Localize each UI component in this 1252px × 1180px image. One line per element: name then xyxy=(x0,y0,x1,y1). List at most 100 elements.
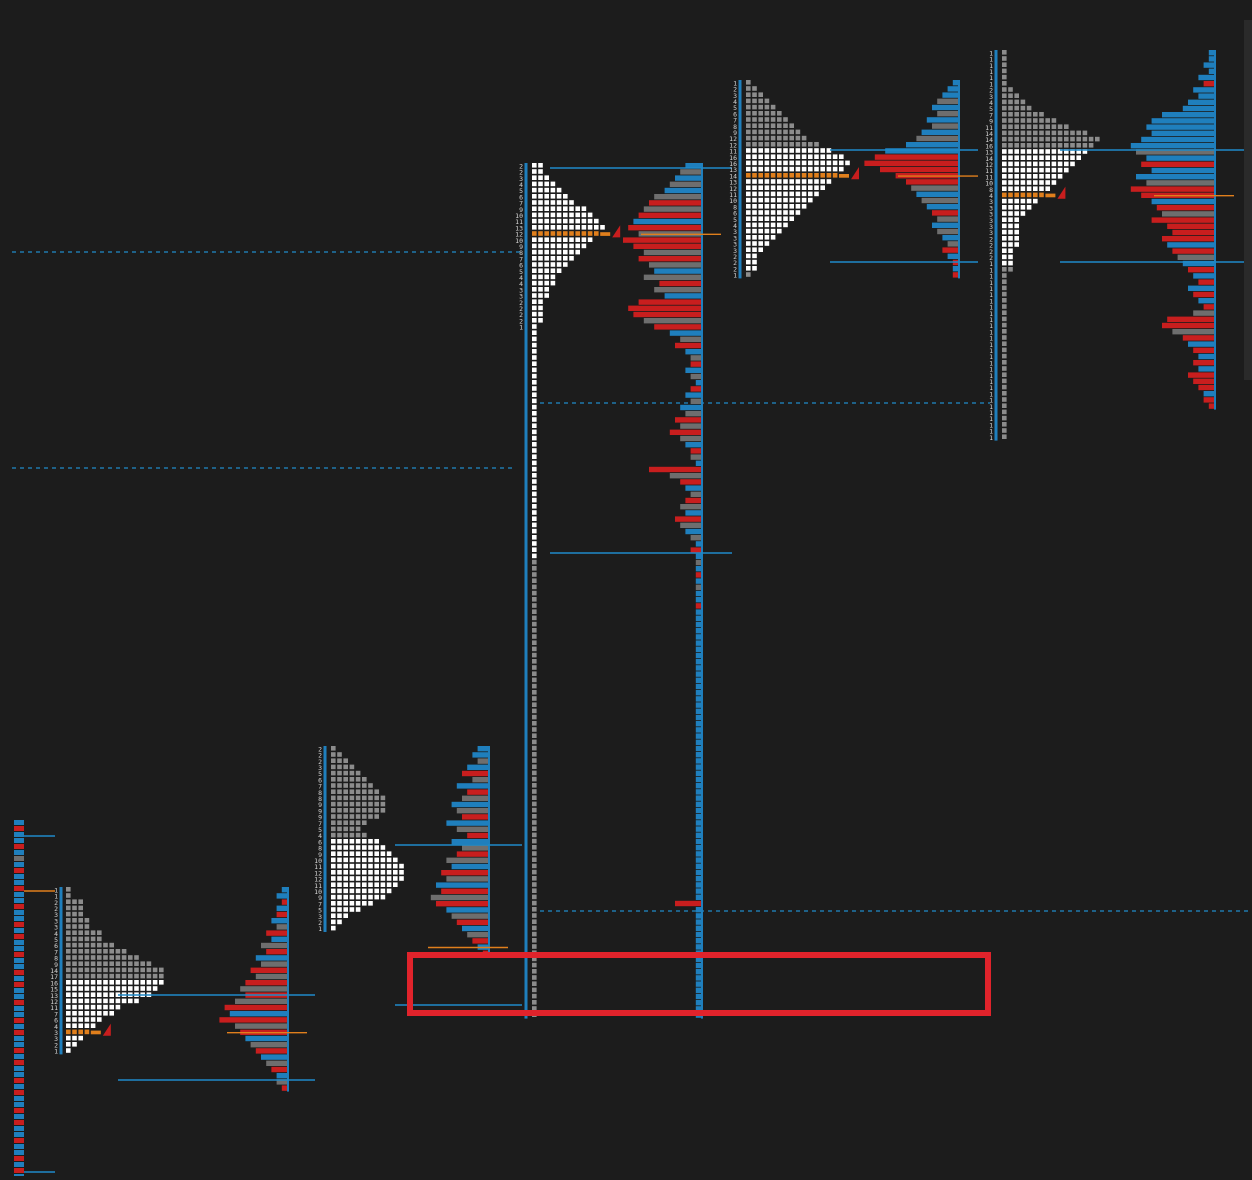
p3-volume-bar xyxy=(695,826,701,832)
p3-tpo-block xyxy=(556,225,562,230)
p3-tpo-block xyxy=(532,597,537,602)
p4-tpo-block xyxy=(764,166,770,172)
p3-tpo-block xyxy=(532,367,537,373)
p3-tpo-block xyxy=(532,231,537,236)
p2-tpo-block xyxy=(355,832,361,838)
p3-tpo-block xyxy=(544,225,549,230)
p1-tpo-block xyxy=(84,973,90,979)
p3-row-label: 2 xyxy=(519,311,523,319)
p4-tpo-block xyxy=(770,129,776,135)
p4-tpo-block xyxy=(764,204,770,209)
p4-tpo-block xyxy=(777,117,782,122)
p1-tpo-block xyxy=(66,918,71,923)
p4-row-label: 7 xyxy=(733,117,737,125)
p1-volume-bar xyxy=(255,973,287,980)
p1-volume-bar xyxy=(261,942,287,949)
p3-volume-bar xyxy=(695,677,701,683)
p5-tpo-block xyxy=(1014,217,1019,222)
p5-volume-bar xyxy=(1130,186,1214,192)
p5-tpo-block xyxy=(1026,192,1032,198)
p3-tpo-block xyxy=(569,225,574,230)
p2-tpo-block xyxy=(368,845,373,850)
p3-tpo-block xyxy=(563,212,568,218)
p4-tpo-block xyxy=(820,173,825,178)
p1-tpo-block xyxy=(128,967,133,973)
p2-tpo-block xyxy=(355,907,361,912)
p2-tpo-block xyxy=(349,777,355,782)
p1-price-column xyxy=(59,887,63,1055)
p5-tpo-block xyxy=(1070,149,1075,154)
p5-tpo-block xyxy=(1014,236,1019,241)
p2-tpo-block xyxy=(362,851,367,856)
edge-profile-bar xyxy=(14,1012,24,1017)
p3-row-label: 6 xyxy=(519,193,523,201)
p3-volume-bar xyxy=(690,448,701,454)
p1-row-label: 2 xyxy=(54,899,58,907)
p1-volume-bar xyxy=(276,1079,287,1085)
p3-tpo-block xyxy=(532,894,537,900)
p3-volume-bar xyxy=(680,504,701,510)
p3-tpo-block xyxy=(575,218,580,224)
p4-row-label: 8 xyxy=(733,123,737,131)
p4-volume-bar xyxy=(921,197,958,204)
p1-tpo-block xyxy=(66,961,71,966)
p5-tpo-block xyxy=(1002,310,1007,315)
p4-tpo-block xyxy=(808,160,813,166)
p3-tpo-block xyxy=(556,200,562,205)
p2-tpo-block xyxy=(368,789,373,794)
p5-row-label: 1 xyxy=(989,260,993,268)
p2-volume-bar xyxy=(456,826,488,832)
p2-tpo-block xyxy=(368,857,373,863)
p5-tpo-block xyxy=(1020,167,1026,173)
p3-volume-bar xyxy=(638,212,701,218)
p5-tpo-block xyxy=(1026,149,1032,154)
p3-tpo-block xyxy=(550,249,556,255)
p4-tpo-block xyxy=(746,266,751,271)
p4-tpo-block xyxy=(752,166,757,172)
p1-row-label: 17 xyxy=(50,973,58,981)
p3-tpo-block xyxy=(532,776,537,782)
p5-tpo-block xyxy=(1014,143,1019,148)
p5-volume-bar xyxy=(1167,242,1214,248)
p3-tpo-block xyxy=(532,721,537,726)
p5-tpo-block xyxy=(1020,105,1026,111)
p5-tpo-block xyxy=(1002,248,1007,253)
p3-tpo-block xyxy=(532,324,537,329)
p3-volume-bar xyxy=(695,541,701,547)
p3-tpo-block xyxy=(538,237,543,242)
p3-tpo-block xyxy=(532,652,537,658)
p3-tpo-block xyxy=(532,330,537,335)
p2-volume-bar xyxy=(462,770,488,777)
p3-row-label: 3 xyxy=(519,293,523,301)
p1-tpo-block xyxy=(146,986,152,991)
p3-volume-bar xyxy=(669,330,701,336)
p4-tpo-block xyxy=(789,123,794,128)
p4-tpo-block xyxy=(770,228,776,234)
p3-volume-bar xyxy=(695,671,701,677)
p3-tpo-block xyxy=(532,423,537,428)
p4-row-label: 5 xyxy=(733,216,737,224)
p3-tpo-block xyxy=(532,516,537,521)
p5-tpo-block xyxy=(1002,366,1007,371)
p5-tpo-block xyxy=(1002,105,1007,111)
p1-tpo-block xyxy=(115,1004,121,1010)
p3-volume-bar xyxy=(695,975,701,981)
p2-tpo-block xyxy=(399,876,404,881)
p4-tpo-block xyxy=(752,92,757,97)
p5-tpo-block xyxy=(1020,186,1026,191)
p2-volume-bar xyxy=(467,932,488,938)
p5-row-label: 1 xyxy=(989,341,993,349)
p5-volume-bar xyxy=(1141,136,1214,143)
p4-tpo-block xyxy=(795,160,801,166)
p4-tpo-block xyxy=(758,142,763,147)
p5-tpo-block xyxy=(1014,161,1019,167)
p5-tpo-block xyxy=(1014,180,1019,185)
p4-tpo-block xyxy=(752,98,757,104)
p3-tpo-block xyxy=(556,243,562,249)
p3-volume-bar xyxy=(680,423,701,429)
p1-tpo-block xyxy=(121,967,127,973)
p4-volume-bar xyxy=(942,247,958,253)
p4-tpo-block xyxy=(832,154,838,159)
p3-tpo-block xyxy=(538,194,543,199)
p2-tpo-block xyxy=(337,839,342,844)
